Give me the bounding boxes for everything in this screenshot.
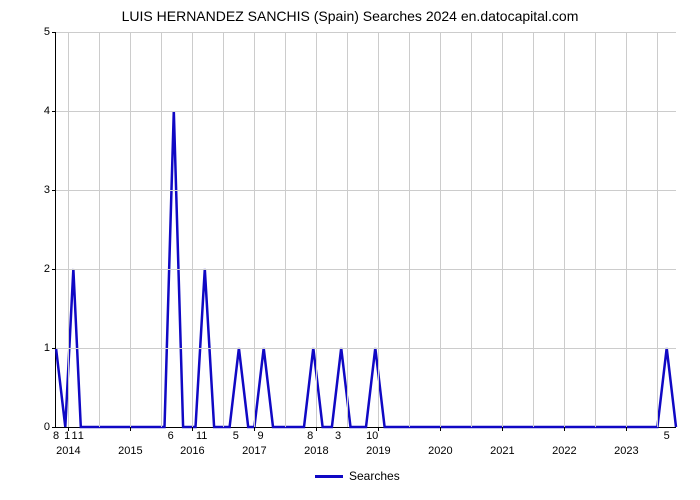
line-chart: LUIS HERNANDEZ SANCHIS (Spain) Searches … [0,0,700,500]
grid-line-v [99,32,100,427]
y-tick-mark [52,32,56,33]
legend-label: Searches [349,469,400,483]
y-tick-mark [52,269,56,270]
grid-line-v [440,32,441,427]
grid-line-v [409,32,410,427]
x-tick-mark [316,427,317,431]
grid-line-h [56,190,676,191]
chart-title: LUIS HERNANDEZ SANCHIS (Spain) Searches … [0,8,700,24]
grid-line-v [347,32,348,427]
grid-line-v [595,32,596,427]
x-value-label: 10 [366,430,378,442]
series-line [56,32,676,427]
x-year-label: 2022 [552,445,576,457]
x-value-label: 1 [72,430,78,442]
grid-line-v [626,32,627,427]
grid-line-v [223,32,224,427]
x-year-label: 2018 [304,445,328,457]
x-year-label: 2019 [366,445,390,457]
x-value-label: 1 [64,430,70,442]
grid-line-v [192,32,193,427]
y-tick-label: 5 [44,26,50,38]
x-year-label: 2014 [56,445,80,457]
x-tick-mark [192,427,193,431]
grid-line-h [56,32,676,33]
x-value-label: 9 [258,430,264,442]
y-tick-mark [52,427,56,428]
x-tick-mark [254,427,255,431]
x-value-label: 11 [196,430,207,442]
y-tick-mark [52,111,56,112]
grid-line-v [471,32,472,427]
y-tick-label: 1 [44,342,50,354]
y-tick-mark [52,190,56,191]
y-tick-label: 2 [44,263,50,275]
plot-area: 0123452014201520162017201820192020202120… [55,32,676,428]
y-tick-label: 0 [44,421,50,433]
x-year-label: 2023 [614,445,638,457]
legend-swatch [315,475,343,478]
x-value-label: 5 [233,430,239,442]
y-tick-mark [52,348,56,349]
x-value-label: 8 [53,430,59,442]
grid-line-v [564,32,565,427]
x-year-label: 2020 [428,445,452,457]
x-value-label: 8 [307,430,313,442]
x-value-label: 1 [78,430,84,442]
x-tick-mark [378,427,379,431]
grid-line-h [56,348,676,349]
x-tick-mark [626,427,627,431]
grid-line-v [533,32,534,427]
grid-line-v [161,32,162,427]
x-year-label: 2017 [242,445,266,457]
legend: Searches [315,469,400,483]
grid-line-h [56,111,676,112]
grid-line-v [254,32,255,427]
x-year-label: 2016 [180,445,204,457]
grid-line-v [316,32,317,427]
grid-line-v [378,32,379,427]
y-tick-label: 4 [44,105,50,117]
x-year-label: 2021 [490,445,514,457]
grid-line-v [130,32,131,427]
grid-line-h [56,269,676,270]
x-tick-mark [440,427,441,431]
grid-line-v [657,32,658,427]
x-tick-mark [502,427,503,431]
x-tick-mark [130,427,131,431]
x-value-label: 6 [168,430,174,442]
y-tick-label: 3 [44,184,50,196]
x-value-label: 5 [664,430,670,442]
grid-line-v [285,32,286,427]
x-year-label: 2015 [118,445,142,457]
grid-line-v [502,32,503,427]
x-value-label: 3 [335,430,341,442]
grid-line-v [68,32,69,427]
x-tick-mark [564,427,565,431]
